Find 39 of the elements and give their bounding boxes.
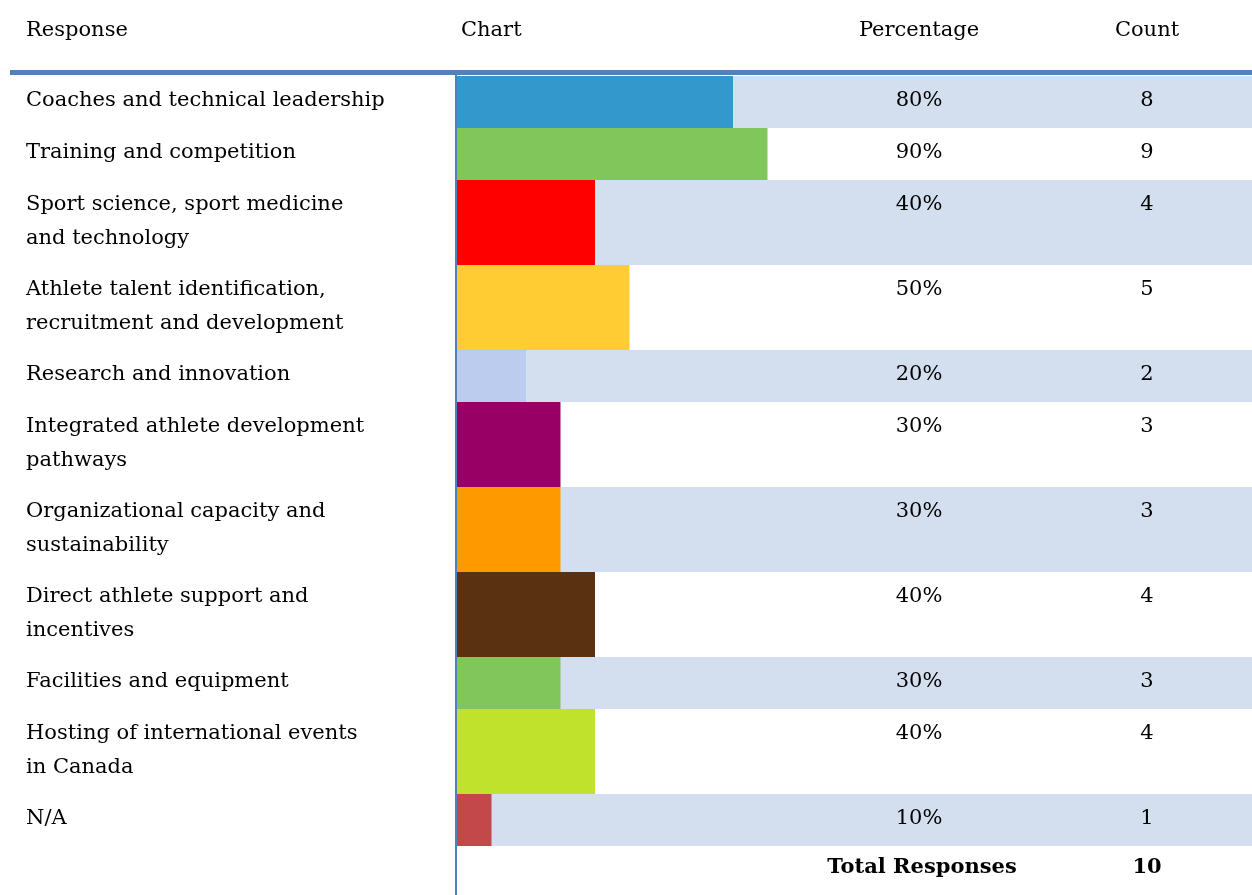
data-label: 30%: [895, 413, 943, 437]
text: Count: [1114, 17, 1180, 41]
data-label: 30%: [895, 668, 943, 692]
text: 5: [1140, 276, 1154, 300]
text: 4: [1140, 191, 1154, 215]
text: 8: [1140, 87, 1154, 111]
text: 4: [1140, 583, 1154, 607]
data-label: 30%: [895, 498, 943, 522]
y-tick-label: Research and innovation: [26, 361, 291, 385]
text: Response: [26, 17, 128, 41]
y-tick-label: Hosting of international events in Canada: [26, 720, 358, 778]
text: 1: [1140, 805, 1154, 829]
text: 3: [1140, 413, 1154, 437]
data-label: 10%: [895, 805, 943, 829]
data-label: 40%: [895, 720, 943, 744]
data-label: 20%: [895, 361, 943, 385]
text: 4: [1140, 720, 1154, 744]
text: 10: [1132, 853, 1162, 878]
y-tick-label: Athlete talent identification, recruitment and development: [25, 276, 344, 334]
y-tick-label: Facilities and equipment: [26, 668, 290, 692]
data-label: 80%: [895, 87, 943, 111]
data-label: 90%: [895, 139, 943, 163]
y-tick-label: Organizational capacity and sustainability: [26, 498, 326, 556]
text: Percentage: [858, 17, 980, 41]
text: 9: [1140, 139, 1154, 163]
text: Total Responses: [827, 853, 1017, 878]
y-tick-label: Coaches and technical leadership: [26, 87, 385, 111]
text: Chart: [461, 17, 523, 41]
y-tick-label: N/A: [26, 805, 68, 829]
text: 2: [1140, 361, 1154, 385]
y-tick-label: Integrated athlete development pathways: [26, 413, 365, 471]
y-tick-label: Direct athlete support and incentives: [26, 583, 309, 641]
text: 3: [1140, 498, 1154, 522]
data-label: 50%: [895, 276, 943, 300]
data-label: 40%: [895, 583, 943, 607]
y-tick-label: Training and competition: [26, 139, 296, 163]
data-label: 40%: [895, 191, 943, 215]
text: 3: [1140, 668, 1154, 692]
y-tick-label: Sport science, sport medicine and technology: [26, 191, 344, 249]
